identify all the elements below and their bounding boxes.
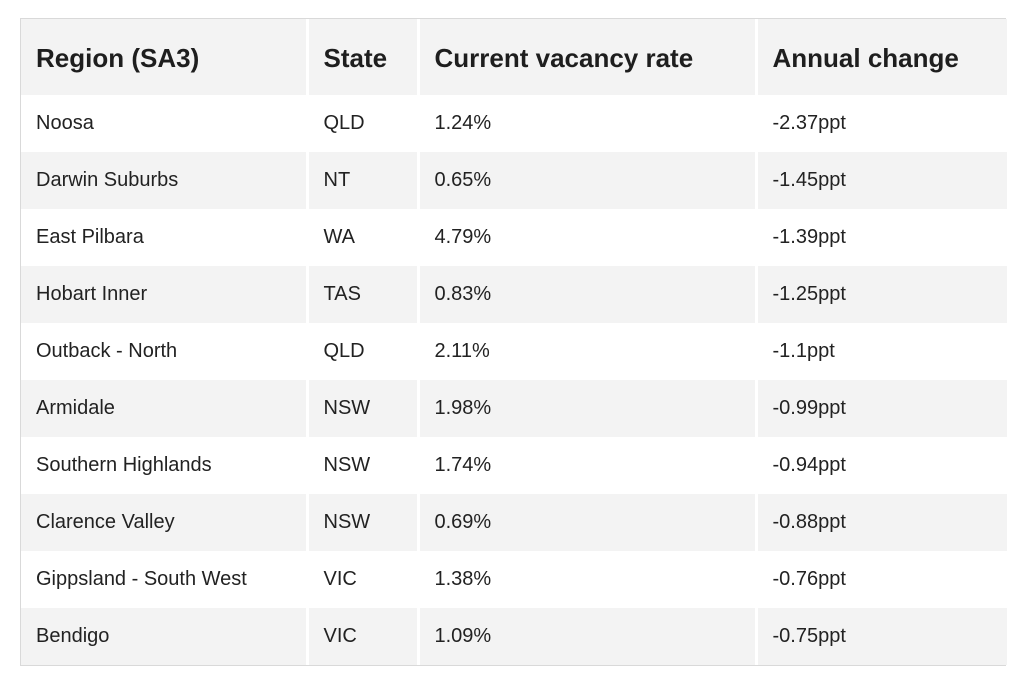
cell-state: QLD: [307, 95, 420, 152]
cell-vacancy-rate: 1.09%: [418, 608, 758, 665]
cell-region: Bendigo: [21, 608, 309, 665]
table-header: Region (SA3) State Current vacancy rate …: [21, 19, 1007, 95]
cell-annual-change: -1.25ppt: [772, 283, 846, 305]
cell-annual-change: -1.45ppt: [772, 169, 846, 191]
table-row: Southern Highlands NSW 1.74% -0.94ppt: [21, 437, 1007, 494]
cell-state: NSW: [307, 437, 420, 494]
cell-state: WA: [307, 209, 420, 266]
cell-vacancy-rate: 0.65%: [418, 152, 758, 209]
cell-annual-change: -1.1ppt: [772, 340, 835, 362]
cell-annual-change: -0.88ppt: [772, 511, 846, 533]
cell-region: Darwin Suburbs: [21, 152, 309, 209]
cell-annual-change: -1.39ppt: [772, 226, 846, 248]
cell-state: VIC: [307, 551, 420, 608]
header-region: Region (SA3): [21, 19, 309, 95]
table-row: Bendigo VIC 1.09% -0.75ppt: [21, 608, 1007, 665]
cell-vacancy-rate: 1.24%: [418, 95, 758, 152]
cell-state: VIC: [307, 608, 420, 665]
table-row: Gippsland - South West VIC 1.38% -0.76pp…: [21, 551, 1007, 608]
cell-annual-change: -0.94ppt: [772, 454, 846, 476]
cell-vacancy-rate: 1.74%: [418, 437, 758, 494]
cell-region: Noosa: [21, 95, 309, 152]
cell-region: Outback - North: [21, 323, 309, 380]
table-row: Darwin Suburbs NT 0.65% -1.45ppt: [21, 152, 1007, 209]
cell-state: NT: [307, 152, 420, 209]
table-row: Noosa QLD 1.24% -2.37ppt: [21, 95, 1007, 152]
header-state: State: [307, 19, 420, 95]
cell-region: Armidale: [21, 380, 309, 437]
cell-vacancy-rate: 0.83%: [418, 266, 758, 323]
cell-annual-change: -0.75ppt: [772, 625, 846, 647]
cell-state: NSW: [307, 380, 420, 437]
cell-region: Hobart Inner: [21, 266, 309, 323]
cell-region: Clarence Valley: [21, 494, 309, 551]
cell-vacancy-rate: 1.38%: [418, 551, 758, 608]
cell-region: East Pilbara: [21, 209, 309, 266]
cell-annual-change: -2.37ppt: [772, 112, 846, 134]
cell-vacancy-rate: 0.69%: [418, 494, 758, 551]
header-current-vacancy-rate: Current vacancy rate: [418, 19, 758, 95]
cell-state: QLD: [307, 323, 420, 380]
table-row: Armidale NSW 1.98% -0.99ppt: [21, 380, 1007, 437]
cell-region: Gippsland - South West: [21, 551, 309, 608]
table-row: Outback - North QLD 2.11% -1.1ppt: [21, 323, 1007, 380]
header-annual-change: Annual change: [772, 42, 959, 73]
table-row: Clarence Valley NSW 0.69% -0.88ppt: [21, 494, 1007, 551]
table-row: Hobart Inner TAS 0.83% -1.25ppt: [21, 266, 1007, 323]
cell-annual-change: -0.99ppt: [772, 397, 846, 419]
cell-annual-change: -0.76ppt: [772, 568, 846, 590]
header-row: Region (SA3) State Current vacancy rate …: [21, 19, 1007, 95]
vacancy-rate-table: Region (SA3) State Current vacancy rate …: [21, 19, 1007, 665]
table-row: East Pilbara WA 4.79% -1.39ppt: [21, 209, 1007, 266]
vacancy-table-container: Region (SA3) State Current vacancy rate …: [20, 18, 1007, 666]
cell-vacancy-rate: 1.98%: [418, 380, 758, 437]
cell-state: TAS: [307, 266, 420, 323]
cell-vacancy-rate: 4.79%: [418, 209, 758, 266]
table-body: Noosa QLD 1.24% -2.37ppt Darwin Suburbs …: [21, 95, 1007, 665]
cell-vacancy-rate: 2.11%: [418, 323, 758, 380]
cell-region: Southern Highlands: [21, 437, 309, 494]
cell-state: NSW: [307, 494, 420, 551]
